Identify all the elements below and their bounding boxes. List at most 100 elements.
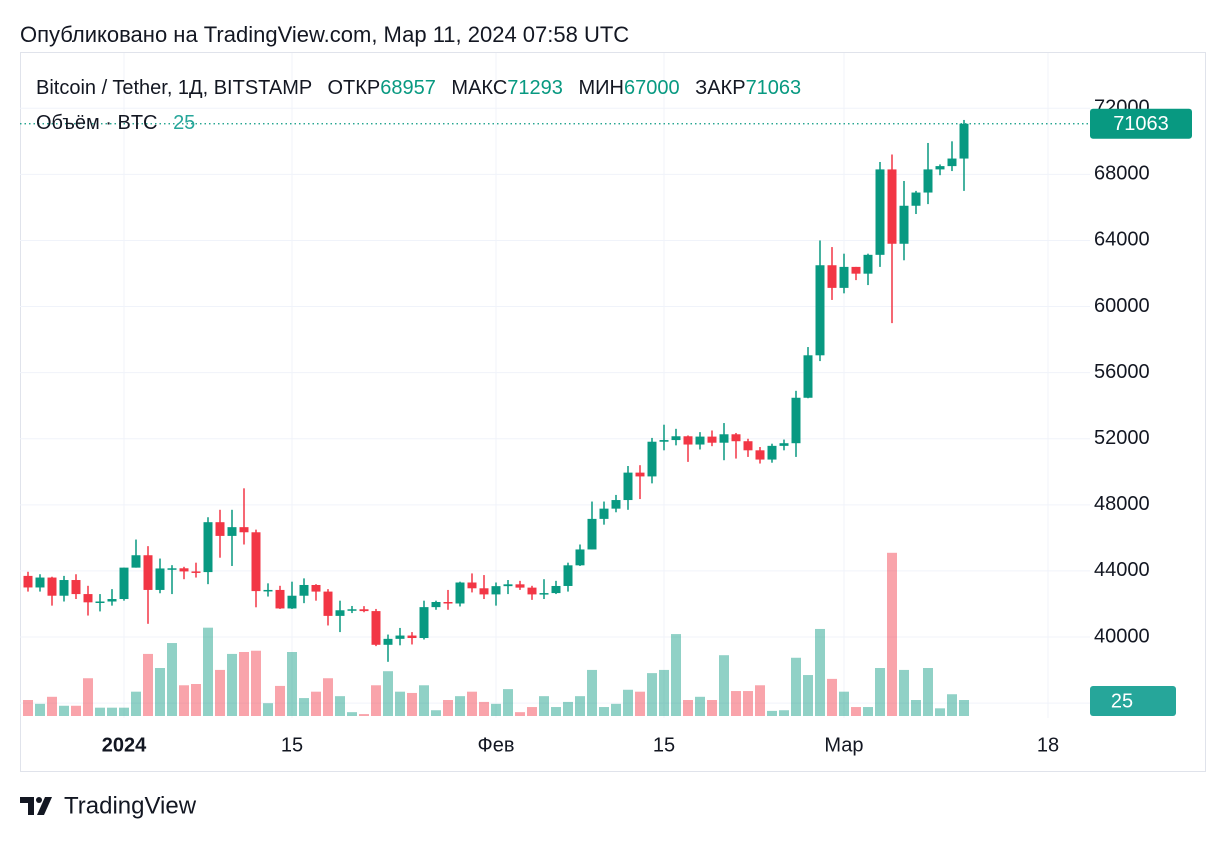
candle-body <box>659 440 669 442</box>
volume-bar <box>635 691 645 716</box>
legend-close-value: 71063 <box>746 77 802 99</box>
candle-body <box>851 266 861 274</box>
candle-body <box>323 591 333 616</box>
candle-body <box>755 450 765 460</box>
volume-bar <box>191 684 201 716</box>
volume-legend-label: Объём · BTC <box>36 112 158 134</box>
legend-low-value: 67000 <box>624 77 680 99</box>
published-caption: Опубликовано на TradingView.com, Мар 11,… <box>20 22 629 47</box>
x-tick-label: Фев <box>478 734 515 756</box>
legend: Bitcoin / Tether, 1Д, BITSTAMP ОТКР68957… <box>36 77 801 99</box>
candle-body <box>839 266 849 288</box>
candle-body <box>611 500 621 509</box>
candle-body <box>827 265 837 288</box>
last-price-badge-label: 71063 <box>1113 113 1169 135</box>
volume-bar <box>815 628 825 716</box>
candle-body <box>743 441 753 451</box>
chart-frame <box>20 52 1206 772</box>
candle-body <box>731 434 741 442</box>
candle-body <box>467 582 477 589</box>
candle-body <box>239 527 249 533</box>
candle-body <box>443 602 453 604</box>
volume-bar <box>779 710 789 716</box>
candle-body <box>719 434 729 443</box>
volume-bar <box>443 700 453 716</box>
legend-low-label: МИН <box>578 77 623 99</box>
volume-bar <box>455 696 465 716</box>
volume-bar <box>587 669 597 716</box>
volume-bar <box>887 552 897 716</box>
candle-body <box>899 205 909 244</box>
volume-bar <box>563 701 573 716</box>
candle-body <box>707 436 717 443</box>
volume-bar <box>539 696 549 716</box>
volume-bar <box>419 685 429 716</box>
volume-bar <box>239 652 249 716</box>
volume-bar <box>839 691 849 716</box>
candle-body <box>539 593 549 595</box>
candle-body <box>299 584 309 596</box>
volume-bar <box>107 707 117 716</box>
y-tick-label: 56000 <box>1094 361 1150 383</box>
candle-body <box>767 445 777 460</box>
candle-body <box>419 607 429 639</box>
candle-body <box>59 580 69 596</box>
volume-bar <box>947 694 957 716</box>
candle-body <box>887 169 897 244</box>
volume-bar <box>467 691 477 716</box>
volume-bar <box>71 705 81 716</box>
volume-bar <box>179 685 189 716</box>
candle-body <box>491 586 501 595</box>
volume-bar <box>863 707 873 716</box>
volume-bar <box>803 675 813 716</box>
volume-bar <box>47 696 57 716</box>
volume-bar <box>215 669 225 716</box>
volume-legend: Объём · BTC 25 <box>36 112 195 134</box>
candle-body <box>215 522 225 536</box>
volume-bar <box>671 634 681 716</box>
legend-close-label: ЗАКР <box>695 77 745 99</box>
candle-body <box>263 589 273 592</box>
candle-body <box>575 549 585 566</box>
volume-bar <box>851 707 861 716</box>
volume-bar <box>35 703 45 716</box>
candle-body <box>527 587 537 595</box>
candle-body <box>503 584 513 587</box>
candle-body <box>695 436 705 445</box>
volume-bar <box>431 710 441 716</box>
candle-body <box>107 599 117 602</box>
volume-bar <box>647 673 657 716</box>
candle-body <box>191 571 201 573</box>
volume-bar <box>59 705 69 716</box>
volume-bar <box>83 678 93 716</box>
volume-bar <box>575 696 585 716</box>
volume-bar <box>695 696 705 716</box>
volume-legend-value: 25 <box>173 112 195 134</box>
candle-body <box>623 472 633 501</box>
candle-body <box>203 522 213 573</box>
candle-body <box>311 584 321 592</box>
candle-body <box>275 589 285 609</box>
candle-body <box>83 594 93 603</box>
candle-body <box>119 567 129 600</box>
volume-bar <box>827 678 837 716</box>
candle-body <box>47 577 57 596</box>
candle-body <box>923 169 933 193</box>
volume-bar <box>767 710 777 716</box>
candle-body <box>635 472 645 477</box>
volume-bar <box>131 691 141 716</box>
candle-body <box>35 577 45 588</box>
volume-bar <box>371 685 381 716</box>
y-tick-label: 44000 <box>1094 559 1150 581</box>
candle-body <box>671 436 681 441</box>
candle-body <box>875 169 885 255</box>
volume-bar <box>227 653 237 716</box>
volume-bar <box>551 707 561 716</box>
volume-bar <box>503 689 513 716</box>
candle-body <box>359 609 369 612</box>
x-tick-label: 18 <box>1037 734 1059 756</box>
volume-bar <box>263 703 273 716</box>
badges: 71063 25 <box>1090 108 1192 716</box>
candle-body <box>647 441 657 477</box>
volume-bar <box>167 643 177 716</box>
